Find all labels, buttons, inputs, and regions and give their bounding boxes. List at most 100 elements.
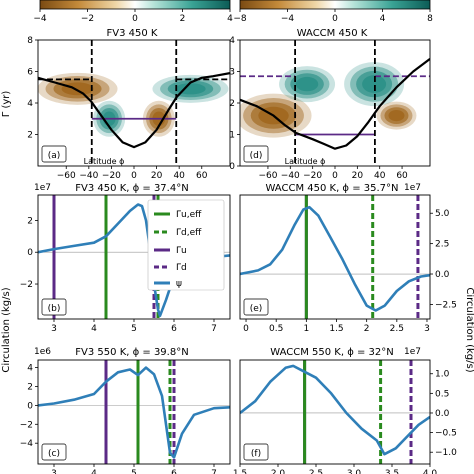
- y-tick-label: 0: [27, 401, 33, 411]
- x-tick-label: 7: [211, 324, 217, 334]
- y-tick-label: 0.0: [435, 409, 450, 419]
- panel-tag-box: [243, 443, 269, 461]
- plot-area-c: [38, 360, 230, 464]
- colorbar-tick-label: 8: [427, 14, 433, 24]
- exponent-b: 1e7: [34, 183, 51, 193]
- x-tick-label: 60: [196, 171, 208, 181]
- contour-teal: [295, 76, 319, 92]
- x-tick-label: 1.5: [329, 324, 343, 334]
- psi-curve: [38, 366, 230, 459]
- x-tick-label: 1: [303, 324, 309, 334]
- x-tick-label: 3.5: [385, 469, 399, 474]
- colorbar-tick-label: 2: [180, 14, 186, 24]
- colorbar-right: −8 −4 0 4 8: [233, 0, 433, 24]
- y-tick-label: 0.0: [435, 270, 450, 280]
- axes-frame: [239, 194, 431, 320]
- x-tick-label: −60: [57, 171, 76, 181]
- legend-label-gamma-u-eff: Γu,eff: [176, 210, 202, 220]
- panel-d: −60 −40 −20 0 20 40 60 0 1 2 3 4 Latitude ϕ (d): [229, 36, 431, 181]
- x-tick-label: −40: [79, 171, 98, 181]
- y-tick-label: −0.5: [435, 429, 457, 439]
- x-tick-label: 40: [173, 171, 185, 181]
- panel-tag-box: [41, 443, 67, 461]
- colorbar-tick-label: −4: [281, 14, 295, 24]
- y-tick-label: 0: [229, 162, 235, 172]
- age-curve: [240, 58, 430, 150]
- y-label-left-circulation: Circulation (kg/s): [1, 287, 12, 372]
- colorbar-tick-label: 4: [380, 14, 386, 24]
- x-tick-label: −20: [303, 171, 322, 181]
- x-tick-label: 2: [364, 324, 370, 334]
- colorbar-tick-label: 0: [332, 14, 338, 24]
- x-tick-label: 3.0: [347, 469, 362, 474]
- panel-a: −60 −40 −20 0 20 40 60 2 4 6 8 Latitude ϕ (a): [27, 36, 231, 181]
- x-tick-label: 3: [51, 324, 57, 334]
- y-tick-label: 2: [229, 99, 235, 109]
- y-tick-label: 8: [27, 36, 33, 46]
- y-tick-label: 4: [27, 99, 33, 109]
- y-tick-label: 2: [27, 216, 33, 226]
- y-tick-label: −1.0: [435, 448, 457, 458]
- x-tick-label: 2.5: [390, 324, 404, 334]
- y-tick-label: 0: [27, 248, 33, 258]
- x-tick-label: 0: [332, 171, 338, 181]
- x-tick-label: 3: [424, 324, 430, 334]
- x-tick-label: 40: [374, 171, 386, 181]
- y-label-right-circulation: Circulation (kg/s): [464, 287, 474, 372]
- panel-tag-box: [243, 145, 269, 163]
- y-tick-label: 2: [27, 382, 33, 392]
- x-tick-label: 5: [131, 324, 137, 334]
- x-tick-label: 0: [243, 324, 249, 334]
- y-tick-label: 5.0: [435, 209, 450, 219]
- y-tick-label: 4: [27, 364, 33, 374]
- y-tick-label: −2.5: [435, 300, 457, 310]
- axes-frame: [239, 359, 431, 465]
- x-tick-label: 20: [151, 171, 163, 181]
- panel-tag-box: [41, 145, 67, 163]
- panel-tag: (a): [48, 151, 61, 161]
- psi-curve: [240, 364, 430, 456]
- x-tick-label: 0.5: [269, 324, 283, 334]
- plot-area-d: [240, 40, 430, 166]
- y-tick-label: 0.5: [435, 389, 449, 399]
- x-tick-label: 4: [91, 324, 97, 334]
- exponent-e: 1e7: [404, 183, 421, 193]
- title-f: WACCM 550 K, ϕ = 32°N: [270, 347, 394, 358]
- panel-tag-box: [243, 298, 269, 316]
- y-tick-label: −2: [20, 280, 33, 290]
- x-tick-label: 1.5: [233, 469, 247, 474]
- panel-tag: (d): [250, 151, 263, 161]
- x-tick-label: 4.0: [423, 469, 438, 474]
- legend-label-gamma-d-eff: Γd,eff: [176, 228, 202, 238]
- x-axis-label: Latitude ϕ: [84, 157, 125, 166]
- x-tick-label: 6: [171, 469, 177, 474]
- legend: Γu,eff Γd,eff Γu Γd ψ: [147, 199, 225, 291]
- y-tick-label: 1.0: [435, 370, 450, 380]
- y-tick-label: 6: [27, 68, 33, 78]
- y-label-gamma: Γ (yr): [1, 91, 12, 118]
- colorbar-tick-label: −4: [33, 14, 47, 24]
- y-tick-label: 3: [229, 68, 235, 78]
- x-axis-label: Latitude ϕ: [285, 157, 326, 166]
- colorbar-left: −4 −2 0 2 4: [33, 0, 233, 24]
- plot-area-e: [240, 195, 430, 319]
- plot-area-a: [38, 40, 230, 166]
- exponent-c: 1e6: [34, 347, 51, 357]
- x-tick-label: 5: [131, 469, 137, 474]
- y-tick-label: 4: [229, 36, 235, 46]
- panel-e: 0 0.5 1 1.5 2 2.5 3 −2.5 0.0 2.5 5.0 (e): [239, 194, 457, 334]
- x-tick-label: 7: [211, 469, 217, 474]
- x-tick-label: 6: [171, 324, 177, 334]
- x-tick-label: −40: [281, 171, 300, 181]
- title-d: WACCM 450 K: [297, 28, 368, 39]
- title-a: FV3 450 K: [107, 28, 158, 39]
- x-tick-label: 3: [51, 469, 57, 474]
- legend-label-psi: ψ: [176, 279, 182, 289]
- panel-f: 1.5 2.0 2.5 3.0 3.5 4.0 −1.0 −0.5 0.0 0.5 1.0 (f): [233, 359, 457, 474]
- title-c: FV3 550 K, ϕ = 39.8°N: [75, 347, 188, 358]
- y-tick-label: −4: [20, 439, 34, 449]
- plot-area-f: [240, 360, 430, 464]
- panel-tag: (c): [48, 449, 60, 459]
- y-tick-label: 1: [229, 131, 235, 141]
